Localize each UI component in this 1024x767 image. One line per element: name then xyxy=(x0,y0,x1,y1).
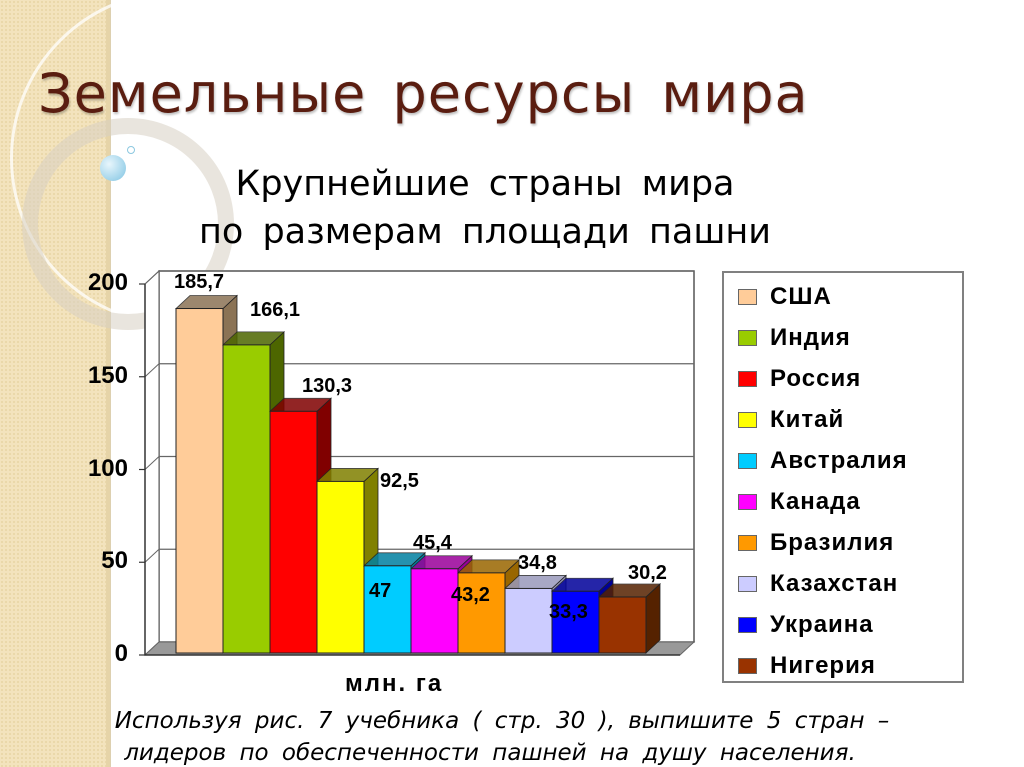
legend-item: Казахстан xyxy=(738,570,898,598)
chart-subtitle-line1: Крупнейшие страны мира xyxy=(235,164,735,204)
bar-9 xyxy=(597,583,662,654)
task-caption-line1: Используя рис. 7 учебника ( стр. 30 ), в… xyxy=(114,708,890,734)
legend-swatch xyxy=(738,453,757,469)
value-label: 166,1 xyxy=(250,299,301,321)
legend-label: Австралия xyxy=(770,447,908,474)
band-edge xyxy=(106,0,111,767)
value-label: 43,2 xyxy=(451,584,490,606)
legend-item: Россия xyxy=(738,365,861,393)
legend-label: Бразилия xyxy=(770,529,895,556)
y-tick-label: 100 xyxy=(87,454,128,482)
value-label: 92,5 xyxy=(380,470,419,492)
legend-swatch xyxy=(738,535,757,551)
value-label: 33,3 xyxy=(549,601,588,623)
value-label: 34,8 xyxy=(518,552,557,574)
decorative-bubble-small-icon xyxy=(127,146,135,154)
legend-item: Австралия xyxy=(738,447,908,475)
legend-item: Индия xyxy=(738,324,851,352)
y-tick-label: 150 xyxy=(87,361,128,389)
chart-subtitle-line2: по размерам площади пашни xyxy=(199,212,771,252)
legend-label: Казахстан xyxy=(770,570,899,597)
value-label: 185,7 xyxy=(174,271,225,293)
task-caption-line2: лидеров по обеспеченности пашней на душу… xyxy=(124,740,856,766)
decorative-bubble-icon xyxy=(100,155,126,181)
legend-item: США xyxy=(738,283,832,311)
x-axis-label: млн. га xyxy=(345,670,444,697)
legend-item: Украина xyxy=(738,611,874,639)
legend-label: Нигерия xyxy=(770,652,876,679)
value-label: 45,4 xyxy=(413,532,452,554)
legend-label: США xyxy=(770,283,832,310)
legend-swatch xyxy=(738,371,757,387)
y-tick-label: 50 xyxy=(101,547,128,575)
legend-label: Китай xyxy=(770,406,845,433)
legend-item: Бразилия xyxy=(738,529,894,557)
legend-swatch xyxy=(738,494,757,510)
legend-label: Украина xyxy=(770,611,874,638)
legend-swatch xyxy=(738,658,757,674)
legend-item: Канада xyxy=(738,488,861,516)
value-label: 47 xyxy=(369,580,392,602)
legend-swatch xyxy=(738,412,757,428)
legend-label: Индия xyxy=(770,324,851,351)
legend-swatch xyxy=(738,617,757,633)
chart-legend: США Индия Россия Китай Австралия Канада Бразил… xyxy=(722,271,964,683)
legend-swatch xyxy=(738,576,757,592)
legend-item: Китай xyxy=(738,406,844,434)
legend-item: Нигерия xyxy=(738,652,876,680)
legend-swatch xyxy=(738,330,757,346)
legend-swatch xyxy=(738,289,757,305)
slide-title: Земельные ресурсы мира xyxy=(38,62,809,125)
legend-label: Россия xyxy=(770,365,862,392)
legend-label: Канада xyxy=(770,488,861,515)
value-label: 130,3 xyxy=(302,375,353,397)
value-label: 30,2 xyxy=(628,562,667,584)
y-tick-label: 0 xyxy=(114,640,128,667)
y-tick-label: 200 xyxy=(87,269,128,296)
